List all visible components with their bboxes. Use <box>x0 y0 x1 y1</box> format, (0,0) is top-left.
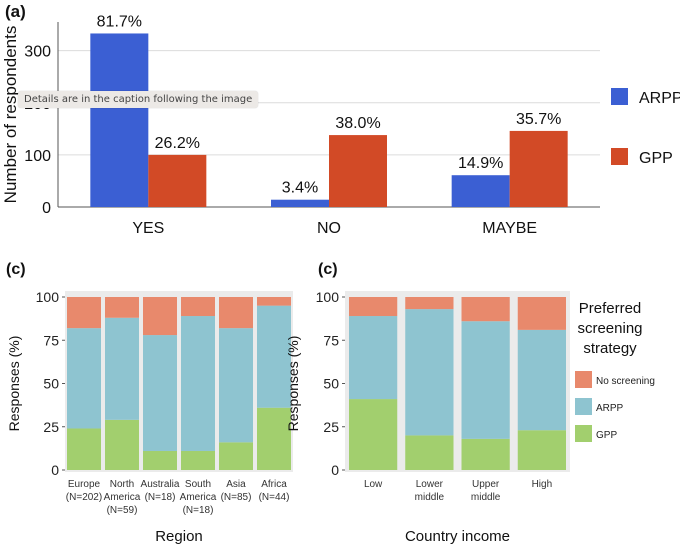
y-tick-label: 100 <box>316 289 340 305</box>
y-tick-label: 0 <box>331 462 339 478</box>
bar-segment-arpp <box>461 321 510 439</box>
y-tick-label: 0 <box>51 462 59 478</box>
legend-swatch-gpp <box>575 425 592 442</box>
bar-segment-no-screening <box>461 297 510 322</box>
y-axis-label: Responses (%) <box>6 336 22 432</box>
x-tick-label: Africa (N=44) <box>259 479 290 503</box>
bar-segment-arpp <box>105 317 139 420</box>
x-tick-label: Australia (N=18) <box>141 479 180 503</box>
legend-swatch-arpp <box>611 88 628 105</box>
y-tick-label: 75 <box>323 332 339 348</box>
data-label: 38.0% <box>335 115 380 132</box>
y-tick-label: 50 <box>323 376 339 392</box>
panel-region-stacked-chart: (c) 0 25 50 75 100 Responses (%) Europe (N=202)N… <box>6 261 293 545</box>
plot-background <box>65 291 293 472</box>
data-label: 3.4% <box>282 180 318 197</box>
x-tick-label: Asia (N=85) <box>221 479 252 503</box>
bar-segment-no-screening <box>181 297 215 317</box>
y-tick-label: 25 <box>323 419 339 435</box>
panel-income-stacked-chart: (c) 0 25 50 75 100 Responses (%) Low Lower middle… <box>285 261 655 545</box>
bar-segment-arpp <box>405 309 454 436</box>
x-tick-label: Upper middle <box>471 479 501 503</box>
bar-segment-arpp <box>181 316 215 451</box>
y-tick-label: 50 <box>43 376 59 392</box>
x-axis-label: Region <box>155 528 203 545</box>
bar-segment-arpp <box>143 335 177 451</box>
y-tick-label: 100 <box>36 289 60 305</box>
bar-segment-gpp <box>405 435 454 470</box>
bar-segment-arpp <box>219 328 253 443</box>
legend-swatch-arpp <box>575 398 592 415</box>
legend-swatch-no-screening <box>575 371 592 388</box>
bar-segment-no-screening <box>105 297 139 318</box>
bar-segment-no-screening <box>257 297 291 306</box>
legend-label: GPP <box>639 150 673 167</box>
data-label: 14.9% <box>458 155 503 172</box>
bar-segment-gpp <box>219 442 253 470</box>
bar-arpp <box>451 175 510 207</box>
y-tick-label: 100 <box>24 148 51 165</box>
y-axis-label: Number of respondents <box>1 26 20 204</box>
bar-segment-gpp <box>517 430 566 470</box>
bar-segment-gpp <box>349 399 398 470</box>
bar-segment-no-screening <box>405 297 454 310</box>
legend-label: ARPP <box>596 403 624 414</box>
x-tick-label: MAYBE <box>482 220 537 237</box>
image-details-tooltip[interactable]: Details are in the caption following the… <box>18 91 259 108</box>
y-tick-label: 0 <box>42 200 51 217</box>
bar-segment-no-screening <box>219 297 253 329</box>
x-tick-label: South America (N=18) <box>180 479 217 516</box>
x-tick-label: YES <box>132 220 164 237</box>
y-tick-label: 300 <box>24 44 51 61</box>
bar-segment-no-screening <box>349 297 398 317</box>
bar-segment-gpp <box>257 407 291 470</box>
bar-segment-gpp <box>181 450 215 470</box>
bar-segment-gpp <box>143 450 177 470</box>
bar-segment-no-screening <box>143 297 177 336</box>
bar-segment-gpp <box>105 419 139 470</box>
bar-segment-arpp <box>257 305 291 408</box>
legend-title: Preferred screening strategy <box>577 300 642 357</box>
legend-swatch-gpp <box>611 148 628 165</box>
legend-label: No screening <box>596 376 655 387</box>
bar-segment-gpp <box>461 438 510 470</box>
bar-gpp <box>148 154 207 207</box>
bar-arpp <box>90 33 149 208</box>
bar-arpp <box>271 199 329 207</box>
x-tick-label: Europe (N=202) <box>66 479 102 503</box>
bar-gpp <box>509 130 568 207</box>
bar-segment-no-screening <box>67 297 101 329</box>
y-tick-label: 25 <box>43 419 59 435</box>
x-tick-label: NO <box>317 220 341 237</box>
bar-segment-arpp <box>67 328 101 429</box>
legend-label: ARPP <box>639 90 680 107</box>
x-tick-label: High <box>532 479 553 490</box>
legend-label: GPP <box>596 430 617 441</box>
bar-segment-arpp <box>349 316 398 400</box>
panel-a-bar-chart: (a)0100200300Number of respondents81.7%2… <box>1 2 680 237</box>
panel-label: (c) <box>318 261 338 278</box>
bar-segment-gpp <box>67 428 101 470</box>
x-tick-label: Low <box>364 479 383 490</box>
bar-segment-arpp <box>517 329 566 431</box>
data-label: 81.7% <box>97 13 142 30</box>
panel-label: (c) <box>6 261 26 278</box>
y-axis-label: Responses (%) <box>285 336 301 432</box>
y-tick-label: 75 <box>43 332 59 348</box>
x-tick-label: North America (N=59) <box>104 479 141 516</box>
x-axis-label: Country income <box>405 528 510 545</box>
bar-segment-no-screening <box>517 297 566 330</box>
panel-label: (a) <box>5 2 26 21</box>
data-label: 26.2% <box>155 135 200 152</box>
data-label: 35.7% <box>516 111 561 128</box>
x-tick-label: Lower middle <box>415 479 445 503</box>
bar-gpp <box>329 135 387 207</box>
